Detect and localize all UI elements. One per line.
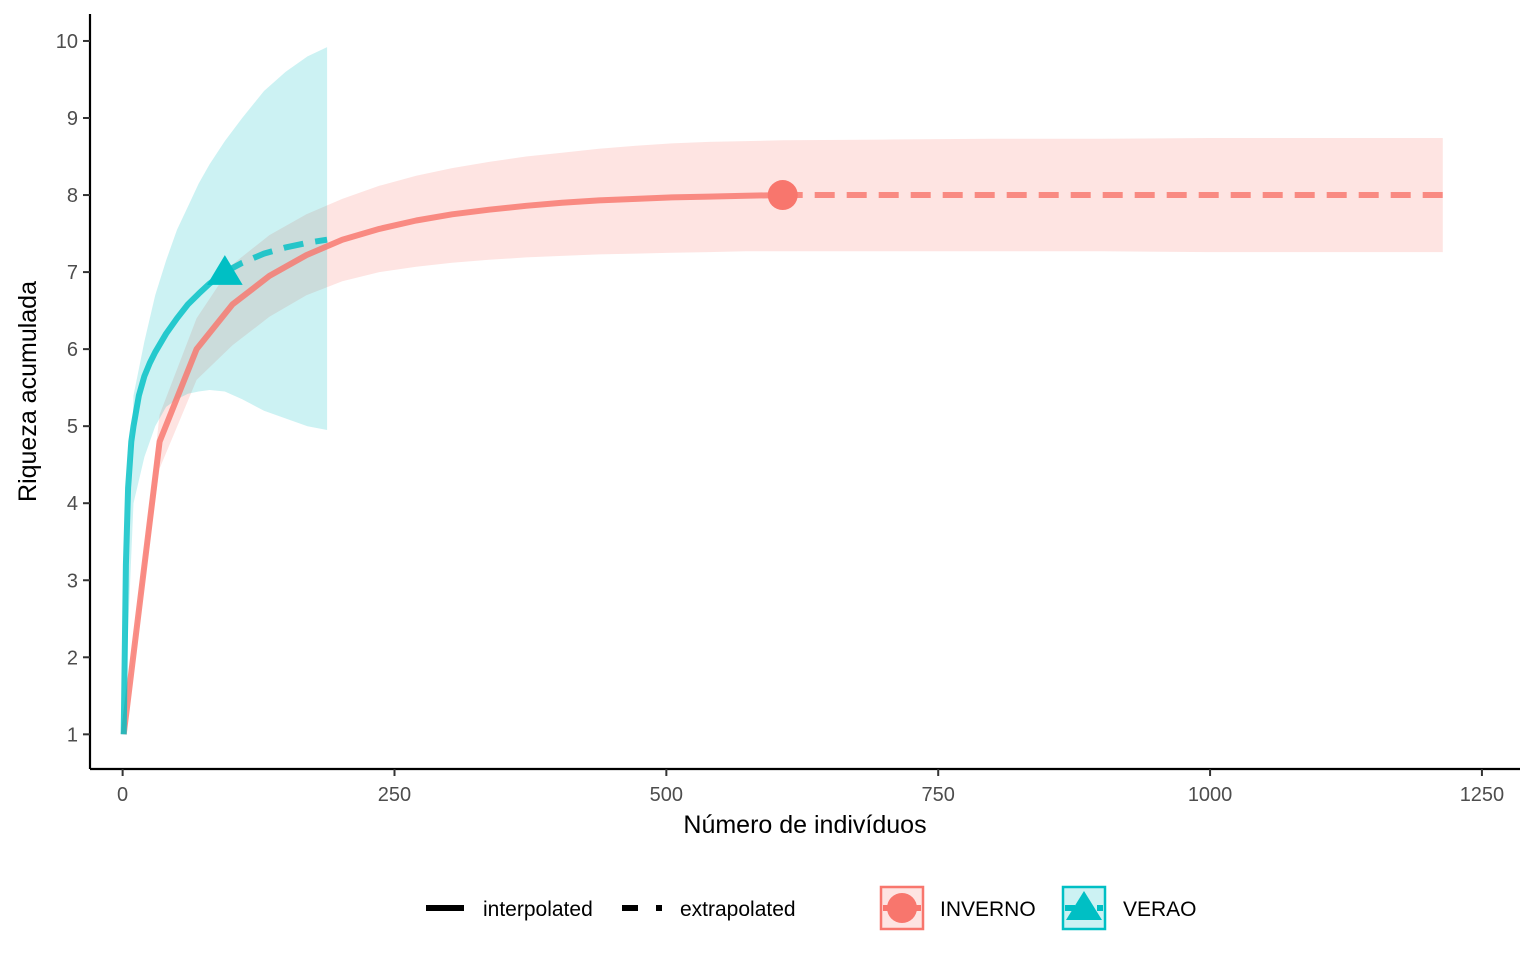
legend-label-verao: VERAO (1123, 898, 1197, 921)
y-tick-label: 7 (67, 262, 78, 284)
observed-markers (206, 180, 798, 285)
legend-label-inverno: INVERNO (940, 898, 1036, 921)
axes: 0 250 500 750 1000 1250 1 2 3 4 5 6 7 8 9 10 (56, 14, 1520, 806)
y-tick-label: 2 (67, 647, 78, 669)
x-axis-title: Número de indivíduos (683, 811, 926, 839)
x-tick-label: 1250 (1460, 784, 1505, 806)
x-tick-label: 1000 (1188, 784, 1233, 806)
y-tick-label: 4 (67, 493, 78, 515)
y-tick-label: 5 (67, 416, 78, 438)
legend: interpolated extrapolated INVERNO VERAO (426, 885, 1197, 931)
extrapolated-line-verao (223, 236, 328, 275)
y-axis-title: Riqueza acumulada (14, 281, 42, 502)
series-lines (120, 192, 1443, 735)
y-tick-label: 10 (56, 31, 78, 53)
x-tick-label: 250 (378, 784, 411, 806)
y-tick-label: 6 (67, 339, 78, 361)
y-tick-label: 3 (67, 570, 78, 592)
interpolated-line-verao (120, 269, 227, 735)
interpolated-line-inverno (120, 192, 783, 735)
y-tick-label: 9 (67, 108, 78, 130)
y-tick-label: 1 (67, 724, 78, 746)
observed-point-verao (206, 255, 243, 285)
confidence-ribbons (123, 47, 1443, 735)
legend-key-verao (1061, 885, 1107, 931)
x-tick-label: 500 (650, 784, 683, 806)
observed-point-inverno (767, 180, 798, 211)
x-tick-label: 0 (117, 784, 128, 806)
legend-key-inverno (879, 885, 925, 931)
y-tick-label: 8 (67, 185, 78, 207)
ci-ribbon-verao (123, 47, 328, 735)
legend-label-extrapolated: extrapolated (680, 898, 796, 921)
x-tick-label: 750 (922, 784, 955, 806)
legend-label-interpolated: interpolated (483, 898, 593, 921)
